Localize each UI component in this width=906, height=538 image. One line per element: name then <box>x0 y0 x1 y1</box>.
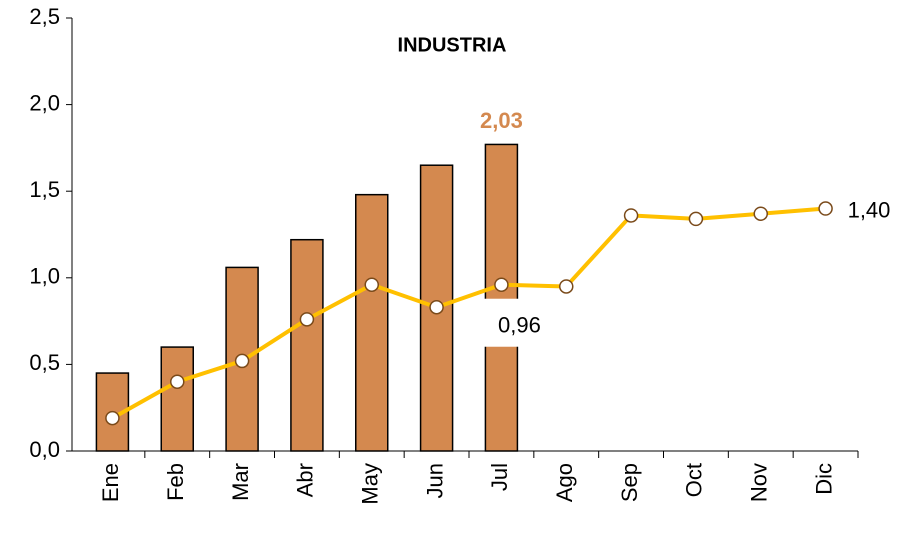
y-tick-label: 1,0 <box>29 264 60 289</box>
y-tick-label: 2,0 <box>29 90 60 115</box>
x-tick-label: Ago <box>552 463 577 502</box>
x-tick-label: May <box>358 463 383 505</box>
x-tick-label: Jul <box>487 463 512 491</box>
label-bg <box>479 298 544 347</box>
data-label: 0,96 <box>498 313 541 338</box>
bar <box>355 193 389 452</box>
bar <box>290 238 324 452</box>
marker <box>623 208 639 223</box>
marker <box>170 374 185 389</box>
y-tick-label: 0,5 <box>29 350 60 375</box>
x-tick-label: Sep <box>617 463 642 502</box>
x-tick-label: Oct <box>682 463 707 497</box>
marker <box>559 279 574 294</box>
chart-title: INDUSTRIA <box>398 34 507 56</box>
marker <box>494 277 509 292</box>
y-tick-label: 0,0 <box>29 437 60 462</box>
marker <box>105 410 120 426</box>
y-tick-label: 1,5 <box>29 177 60 202</box>
x-tick-label: Dic <box>811 463 836 495</box>
bar <box>160 346 194 452</box>
marker <box>429 299 444 315</box>
x-tick-label: Mar <box>228 463 253 501</box>
marker <box>364 277 379 292</box>
bar <box>484 143 519 452</box>
marker <box>818 201 833 216</box>
x-tick-label: Jun <box>422 463 447 498</box>
x-tick-label: Feb <box>163 463 188 501</box>
marker <box>299 312 315 327</box>
x-tick-label: Nov <box>747 463 772 502</box>
marker <box>753 206 768 221</box>
marker <box>234 353 250 369</box>
marker <box>688 211 704 227</box>
line <box>111 206 826 420</box>
data-label: 1,40 <box>848 197 891 222</box>
y-tick-label: 2,5 <box>29 4 60 29</box>
annotation: 2,03 <box>480 108 523 133</box>
x-tick-label: Ene <box>98 463 123 502</box>
x-tick-label: Abr <box>293 463 318 497</box>
